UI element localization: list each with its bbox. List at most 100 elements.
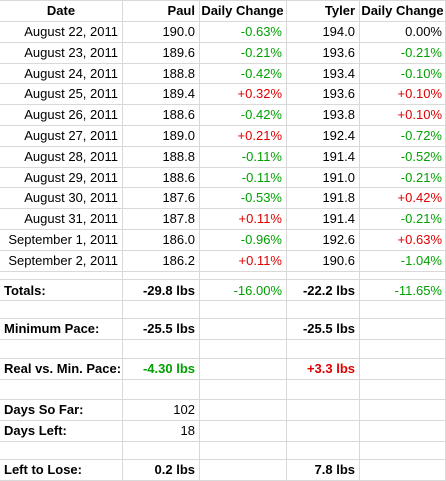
totals-label[interactable]: Totals: [4,283,46,298]
date-cell[interactable]: August 26, 2011 [24,107,118,123]
date-cell[interactable]: September 1, 2011 [8,232,118,247]
totals-tyler[interactable]: -22.2 lbs [302,283,355,298]
date-cell[interactable]: August 30, 2011 [24,190,118,206]
paul-change-cell[interactable]: -0.53% [240,190,282,206]
days-so-far-value[interactable]: 102 [173,402,195,417]
paul-weight-cell[interactable]: 187.8 [162,211,195,227]
tyler-change-cell[interactable]: -1.04% [400,252,442,268]
totals-paul-change[interactable]: -16.00% [233,283,282,298]
tyler-change-cell[interactable]: +0.10% [397,107,442,123]
date-cell[interactable]: August 22, 2011 [24,24,118,39]
date-cell[interactable]: August 29, 2011 [24,169,118,185]
paul-weight-cell[interactable]: 188.6 [162,107,195,123]
row-divider [0,271,446,272]
date-cell[interactable]: August 31, 2011 [24,211,118,227]
row-divider [0,63,446,64]
tyler-change-cell[interactable]: 0.00% [405,24,442,39]
tyler-weight-cell[interactable]: 190.6 [322,252,355,268]
tyler-change-cell[interactable]: +0.63% [397,232,442,247]
row-divider [0,167,446,168]
date-cell[interactable]: August 28, 2011 [24,148,118,164]
paul-change-cell[interactable]: -0.21% [240,44,282,60]
tyler-weight-cell[interactable]: 191.4 [322,148,355,164]
date-cell[interactable]: August 27, 2011 [24,128,118,143]
tyler-weight-cell[interactable]: 193.8 [322,107,355,123]
header-date[interactable]: Date [46,3,76,18]
date-cell[interactable]: August 25, 2011 [24,86,118,102]
paul-change-cell[interactable]: +0.11% [238,252,283,268]
row-divider [0,250,446,251]
paul-change-cell[interactable]: -0.42% [240,107,282,123]
totals-tyler-change[interactable]: -11.65% [394,283,442,298]
paul-weight-cell[interactable]: 187.6 [162,190,195,206]
row-divider [0,42,446,43]
header-paul[interactable]: Paul [167,3,195,18]
days-so-far-label[interactable]: Days So Far: [4,402,84,417]
days-left-value[interactable]: 18 [180,423,195,438]
row-divider [0,83,446,84]
header-paul-change[interactable]: Daily Change [201,3,284,18]
min-pace-label[interactable]: Minimum Pace: [4,321,100,336]
left-to-lose-label[interactable]: Left to Lose: [4,462,82,477]
paul-change-cell[interactable]: -0.11% [241,148,282,164]
tyler-change-cell[interactable]: +0.10% [397,86,442,102]
date-cell[interactable]: September 2, 2011 [8,252,118,268]
paul-weight-cell[interactable]: 189.6 [162,44,195,60]
paul-weight-cell[interactable]: 190.0 [162,24,195,39]
paul-change-cell[interactable]: -0.96% [240,232,282,247]
real-vs-min-label[interactable]: Real vs. Min. Pace: [4,361,122,376]
paul-weight-cell[interactable]: 189.0 [162,128,195,143]
real-vs-min-tyler[interactable]: +3.3 lbs [306,361,355,376]
real-vs-min-paul[interactable]: -4.30 lbs [142,361,195,376]
paul-weight-cell[interactable]: 188.6 [162,169,195,185]
paul-weight-cell[interactable]: 189.4 [162,86,195,102]
tyler-change-cell[interactable]: -0.52% [400,148,442,164]
totals-paul[interactable]: -29.8 lbs [142,283,195,298]
paul-change-cell[interactable]: -0.11% [241,169,282,185]
row-divider [0,0,446,1]
tyler-weight-cell[interactable]: 193.6 [322,44,355,60]
paul-change-cell[interactable]: +0.11% [238,211,283,227]
tyler-weight-cell[interactable]: 191.8 [322,190,355,206]
tyler-weight-cell[interactable]: 192.4 [322,128,355,143]
paul-weight-cell[interactable]: 188.8 [162,148,195,164]
paul-weight-cell[interactable]: 186.0 [162,232,195,247]
tyler-weight-cell[interactable]: 191.0 [322,169,355,185]
paul-weight-cell[interactable]: 188.8 [162,65,195,81]
tyler-change-cell[interactable]: +0.42% [397,190,442,206]
row-divider [0,339,446,340]
tyler-change-cell[interactable]: -0.21% [400,44,442,60]
paul-change-cell[interactable]: +0.32% [237,86,282,102]
row-divider [0,229,446,230]
min-pace-paul[interactable]: -25.5 lbs [142,321,195,336]
tyler-change-cell[interactable]: -0.21% [400,211,442,227]
paul-change-cell[interactable]: -0.63% [240,24,282,39]
tyler-weight-cell[interactable]: 191.4 [322,211,355,227]
row-divider [0,379,446,380]
days-left-label[interactable]: Days Left: [4,423,67,438]
paul-change-cell[interactable]: -0.42% [240,65,282,81]
left-to-lose-tyler[interactable]: 7.8 lbs [314,462,355,477]
row-divider [0,208,446,209]
header-tyler[interactable]: Tyler [324,3,355,18]
date-cell[interactable]: August 23, 2011 [24,44,118,60]
column-divider [359,0,360,481]
left-to-lose-paul[interactable]: 0.2 lbs [154,462,195,477]
paul-change-cell[interactable]: +0.21% [237,128,282,143]
tyler-change-cell[interactable]: -0.72% [400,128,442,143]
row-divider [0,420,446,421]
tyler-change-cell[interactable]: -0.21% [400,169,442,185]
row-divider [0,358,446,359]
paul-weight-cell[interactable]: 186.2 [162,252,195,268]
tyler-weight-cell[interactable]: 193.4 [322,65,355,81]
row-divider [0,279,446,280]
tyler-weight-cell[interactable]: 194.0 [322,24,355,39]
min-pace-tyler[interactable]: -25.5 lbs [302,321,355,336]
tyler-weight-cell[interactable]: 192.6 [322,232,355,247]
tyler-change-cell[interactable]: -0.10% [400,65,442,81]
column-divider [122,0,123,481]
header-tyler-change[interactable]: Daily Change [361,3,444,18]
tyler-weight-cell[interactable]: 193.6 [322,86,355,102]
date-cell[interactable]: August 24, 2011 [24,65,118,81]
row-divider [0,459,446,460]
